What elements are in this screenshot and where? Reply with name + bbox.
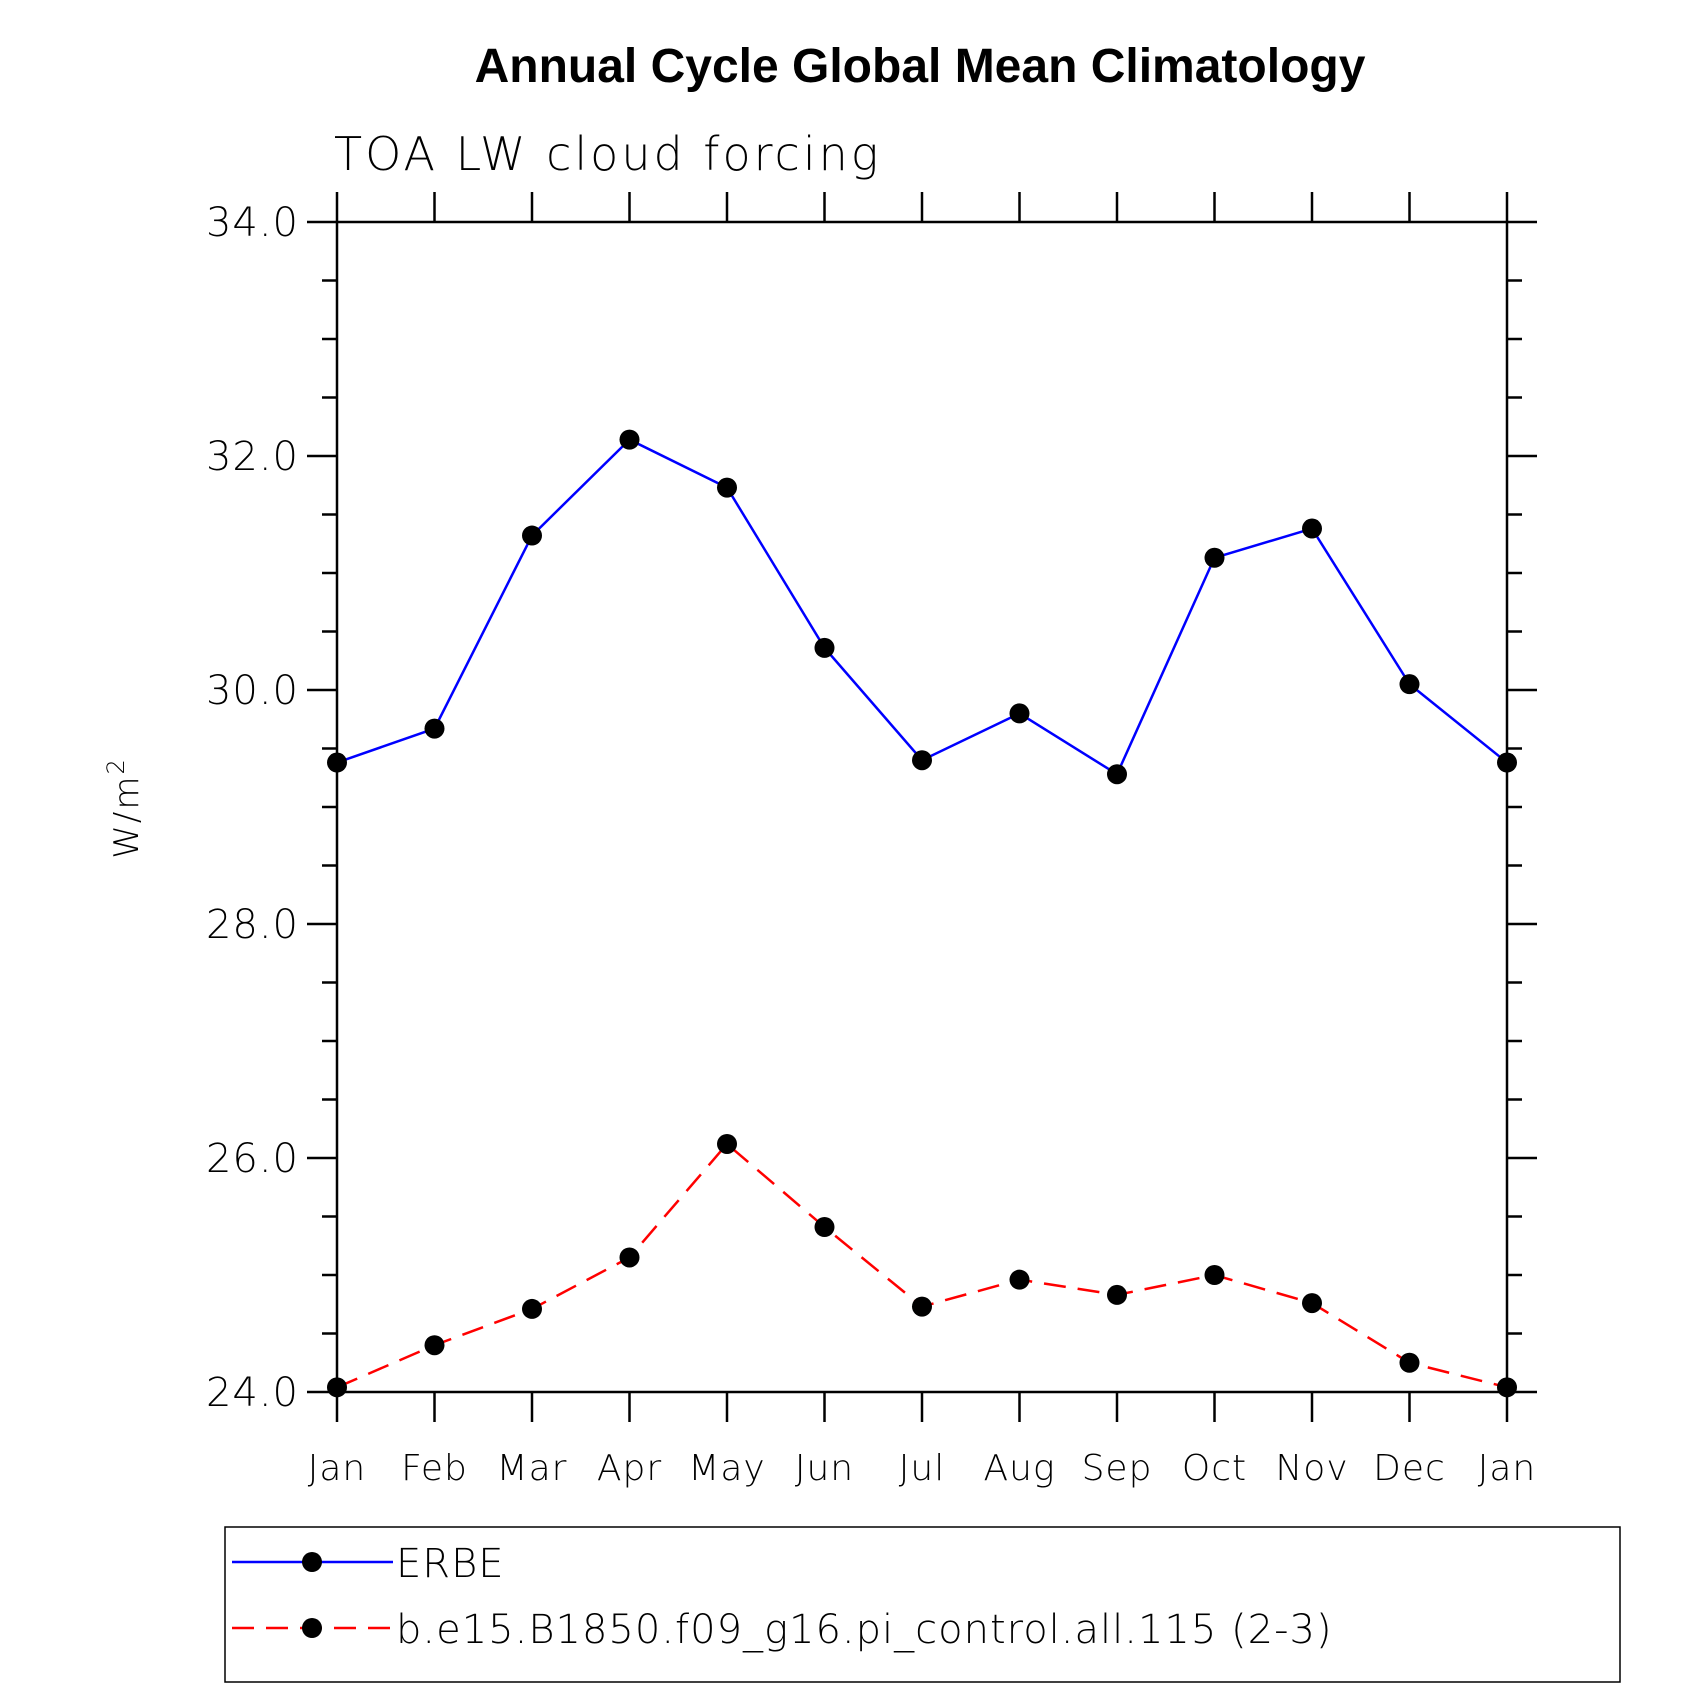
series-2-point bbox=[1497, 1377, 1517, 1398]
legend-marker-1 bbox=[302, 1552, 322, 1572]
x-tick-label: Feb bbox=[401, 1448, 468, 1489]
legend-label-2: b.e15.B1850.f09_g16.pi_control.all.115 (… bbox=[396, 1607, 1333, 1653]
axis-ticks bbox=[307, 192, 1537, 1422]
series-2-point bbox=[522, 1298, 542, 1319]
series-1-point bbox=[424, 718, 445, 739]
series-2-point bbox=[912, 1296, 932, 1317]
x-tick-label: Jan bbox=[1478, 1448, 1537, 1489]
series-2-point bbox=[327, 1377, 347, 1398]
series-1-point bbox=[1107, 764, 1127, 785]
x-tick-label: Jan bbox=[308, 1448, 367, 1489]
x-tick-label: Jun bbox=[795, 1448, 854, 1489]
x-tick-label: Dec bbox=[1373, 1448, 1446, 1489]
legend-box bbox=[224, 1526, 1621, 1683]
x-tick-label: Sep bbox=[1082, 1448, 1153, 1489]
series-2-point bbox=[717, 1133, 737, 1154]
x-tick-labels: Jan Feb Mar Apr May Jun Jul Aug Sep Oct Nov Dec Jan bbox=[308, 1448, 1537, 1489]
series-1-point bbox=[1204, 547, 1225, 568]
y-axis-label: W/m2 bbox=[102, 757, 147, 858]
series-1-point bbox=[912, 750, 932, 771]
series-1-point bbox=[814, 637, 835, 658]
legend-marker-2 bbox=[302, 1618, 322, 1638]
series-line-1 bbox=[336, 438, 1508, 777]
series-2-point bbox=[424, 1335, 445, 1356]
chart-title: Annual Cycle Global Mean Climatology bbox=[475, 40, 1366, 93]
series-1-point bbox=[1302, 518, 1322, 539]
y-tick-label: 34.0 bbox=[206, 200, 299, 246]
series-2-point bbox=[1302, 1293, 1322, 1314]
series-2-point bbox=[1009, 1269, 1030, 1290]
series-1-point bbox=[327, 752, 347, 773]
series-line-2 bbox=[336, 1142, 1508, 1389]
series-1-point bbox=[1009, 703, 1030, 724]
series-2-point bbox=[1107, 1284, 1127, 1305]
y-tick-label: 30.0 bbox=[206, 668, 299, 714]
series-1-point bbox=[1399, 674, 1420, 695]
series-layer bbox=[327, 429, 1517, 1398]
x-tick-label: Mar bbox=[497, 1448, 568, 1489]
x-tick-label: Oct bbox=[1182, 1448, 1247, 1489]
y-axis-label-text: W/m bbox=[107, 775, 147, 859]
series-1-point bbox=[619, 429, 640, 450]
x-tick-label: Jul bbox=[899, 1448, 945, 1489]
chart-subtitle: TOA LW cloud forcing bbox=[334, 127, 881, 181]
y-tick-label: 32.0 bbox=[206, 434, 299, 480]
x-tick-label: Aug bbox=[983, 1448, 1055, 1489]
legend-items: ERBE b.e15.B1850.f09_g16.pi_control.all.1… bbox=[232, 1541, 1333, 1653]
series-2-point bbox=[1204, 1265, 1225, 1285]
y-tick-label: 24.0 bbox=[206, 1370, 299, 1416]
series-1-point bbox=[1497, 752, 1517, 773]
series-1-point bbox=[522, 525, 542, 546]
series-2-point bbox=[619, 1247, 640, 1268]
x-tick-label: May bbox=[688, 1448, 765, 1489]
y-tick-labels: 24.0 26.0 28.0 30.0 32.0 34.0 bbox=[206, 200, 299, 1416]
svg-text:W/m2: W/m2 bbox=[102, 757, 147, 858]
x-tick-label: Nov bbox=[1275, 1448, 1348, 1489]
legend-label-1: ERBE bbox=[396, 1541, 505, 1587]
series-2-point bbox=[814, 1217, 835, 1238]
y-axis-label-superscript: 2 bbox=[102, 757, 130, 774]
y-tick-label: 28.0 bbox=[206, 902, 299, 948]
series-2-point bbox=[1399, 1352, 1420, 1373]
series-1-point bbox=[717, 477, 737, 498]
x-tick-label: Apr bbox=[597, 1448, 662, 1489]
legend: ERBE b.e15.B1850.f09_g16.pi_control.all.1… bbox=[224, 1526, 1621, 1683]
y-tick-label: 26.0 bbox=[206, 1136, 299, 1182]
plot-frame bbox=[335, 220, 1509, 1394]
